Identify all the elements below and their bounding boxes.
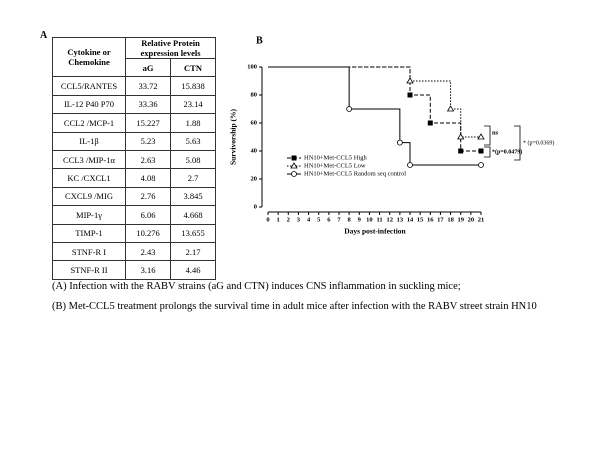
table-row: IL-1β 5.23 5.63	[52, 131, 216, 151]
table-row: STNF-R I 2.43 2.17	[52, 241, 216, 262]
marker	[291, 171, 297, 177]
marker	[458, 148, 464, 154]
table-row: CCL2 /MCP-1 15.227 1.88	[52, 113, 216, 133]
table-cell: 4.46	[170, 260, 216, 280]
marker	[290, 162, 298, 169]
survival-line	[268, 66, 481, 152]
marker	[291, 155, 297, 161]
x-tick-label: 21	[478, 216, 485, 223]
x-axis-title: Days post-infection	[344, 227, 406, 236]
table-body: CCL5/RANTES 33.72 15.838 IL-12 P40 P70 33.36…	[52, 76, 216, 280]
marker	[446, 105, 455, 112]
marker	[427, 120, 433, 126]
caption: (A) Infection with the RABV strains (aG …	[52, 281, 461, 292]
x-tick-label: 16	[427, 216, 434, 223]
y-tick-label: 0	[254, 203, 257, 210]
marker	[478, 162, 484, 168]
x-tick-label: 0	[266, 216, 269, 223]
legend-label: HN10+Met-CCL5 High	[304, 154, 367, 161]
x-tick-label: 19	[457, 216, 464, 223]
marker	[477, 133, 485, 140]
cytokine-table: Cytokine or Chemokine Relative Protein e…	[52, 36, 216, 280]
survival-chart: B Days post-infection Survivorship (%) n…	[229, 35, 555, 236]
y-axis-title: Survivorship (%)	[229, 108, 238, 165]
marker	[407, 162, 413, 168]
table-row: MIP-1γ 6.06 4.668	[52, 205, 216, 225]
annotation: *(p=0.0479)	[492, 148, 522, 155]
table-row: CXCL9 /MIG 2.76 3.845	[52, 186, 216, 207]
marker	[457, 133, 465, 140]
x-tick-label: 6	[327, 216, 331, 223]
x-tick-label: 4	[307, 216, 311, 223]
panel-label: A	[40, 30, 48, 41]
table-row: KC /CXCL1 4.08 2.7	[52, 168, 216, 188]
marker	[478, 148, 484, 154]
x-tick-label: 7	[337, 216, 341, 223]
x-tick-label: 2	[287, 216, 290, 223]
x-tick-label: 14	[407, 216, 414, 223]
x-tick-label: 5	[317, 216, 321, 223]
marker	[406, 77, 414, 84]
x-tick-label: 15	[417, 216, 424, 223]
panel-label: B	[256, 35, 263, 46]
x-tick-label: 13	[397, 216, 404, 223]
x-tick-label: 9	[358, 216, 362, 223]
x-tick-label: 3	[297, 216, 301, 223]
x-tick-label: 10	[366, 216, 373, 223]
annotation: * (p=0.0369)	[523, 139, 554, 146]
bracket	[514, 125, 521, 161]
y-tick-label: 20	[251, 175, 258, 182]
x-tick-label: 17	[437, 216, 444, 223]
legend-label: HN10+Met-CCL5 Random seq control	[304, 170, 406, 177]
x-tick-label: 12	[386, 216, 393, 223]
brackets	[484, 125, 521, 161]
y-tick-label: 60	[251, 119, 258, 126]
table-row: STNF-R II 3.16 4.46	[52, 260, 216, 280]
caption: (B) Met-CCL5 treatment prolongs the surv…	[52, 301, 537, 312]
marker	[396, 139, 403, 146]
table-row: CCL3 /MIP-1α 2.63 5.08	[52, 149, 216, 170]
y-tick-label: 100	[247, 63, 257, 70]
y-tick-label: 40	[251, 147, 258, 154]
y-tick-label: 80	[251, 91, 258, 98]
bracket	[484, 125, 491, 146]
x-tick-label: 11	[376, 216, 382, 223]
legend-label: HN10+Met-CCL5 Low	[304, 162, 366, 169]
annotation: ns	[492, 129, 499, 136]
marker	[407, 92, 413, 98]
x-tick-label: 18	[447, 216, 454, 223]
bracket	[484, 146, 491, 158]
marker	[346, 106, 353, 112]
survival-line	[268, 66, 481, 166]
header-cell: Cytokine or Chemokine	[52, 36, 126, 78]
x-tick-label: 1	[277, 216, 280, 223]
x-tick-label: 20	[468, 216, 475, 223]
survival-line	[268, 66, 481, 138]
x-tick-label: 8	[348, 216, 352, 223]
